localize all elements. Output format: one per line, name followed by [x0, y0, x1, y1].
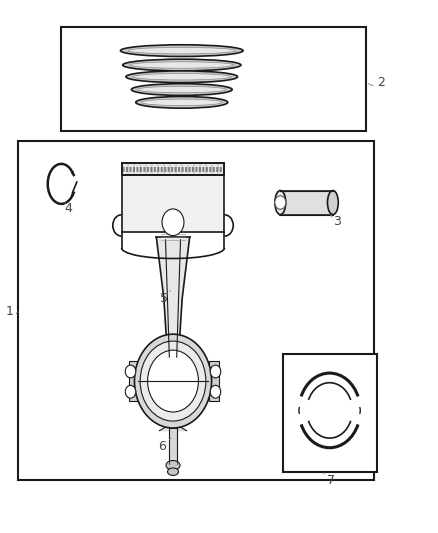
Bar — [280, 190, 333, 214]
Circle shape — [148, 350, 198, 412]
Ellipse shape — [130, 62, 234, 68]
Bar — [169, 428, 177, 464]
Text: 1: 1 — [6, 305, 14, 318]
Ellipse shape — [166, 461, 180, 470]
Ellipse shape — [123, 59, 241, 71]
Polygon shape — [159, 423, 187, 431]
Text: 2: 2 — [377, 76, 385, 89]
Circle shape — [134, 334, 212, 428]
Ellipse shape — [138, 86, 226, 93]
Bar — [129, 361, 138, 401]
Ellipse shape — [133, 74, 231, 80]
Circle shape — [125, 385, 136, 398]
Bar — [18, 141, 374, 480]
Polygon shape — [156, 237, 190, 360]
Circle shape — [210, 365, 221, 378]
Ellipse shape — [131, 84, 232, 95]
Circle shape — [275, 196, 286, 209]
Ellipse shape — [126, 71, 237, 83]
Circle shape — [140, 341, 206, 421]
Ellipse shape — [128, 47, 236, 54]
Ellipse shape — [141, 99, 222, 106]
Circle shape — [210, 385, 221, 398]
Bar — [283, 354, 377, 472]
Ellipse shape — [136, 96, 228, 108]
Bar — [61, 27, 366, 131]
Bar — [209, 361, 219, 401]
Circle shape — [125, 365, 136, 378]
Text: 5: 5 — [160, 292, 168, 305]
Circle shape — [162, 209, 184, 236]
Text: 4: 4 — [64, 203, 72, 215]
Text: 7: 7 — [327, 474, 335, 487]
Ellipse shape — [168, 468, 179, 475]
Text: 6: 6 — [158, 440, 166, 453]
Text: 3: 3 — [333, 215, 341, 228]
Ellipse shape — [328, 191, 338, 215]
Bar — [122, 163, 224, 175]
Ellipse shape — [120, 45, 243, 56]
Bar — [122, 175, 224, 232]
Ellipse shape — [275, 191, 286, 215]
